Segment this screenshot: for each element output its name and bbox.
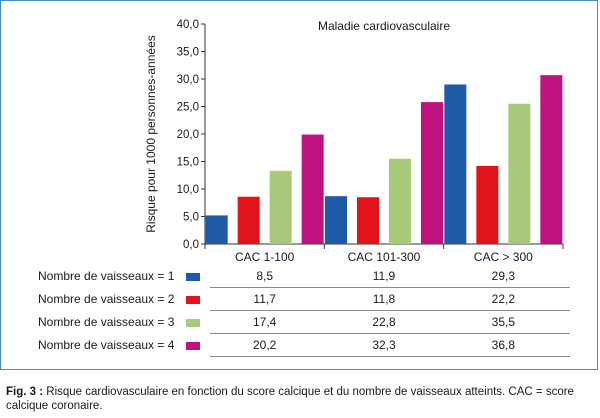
table-cell: 11,9 xyxy=(372,269,396,283)
table-cell: 32,3 xyxy=(372,338,396,352)
table-row-divider xyxy=(210,333,570,334)
x-tick-label: CAC 1-100 xyxy=(235,250,295,264)
table-cell: 17,4 xyxy=(252,315,277,329)
y-tick-label: 20,0 xyxy=(177,129,199,141)
y-tick-label: 15,0 xyxy=(177,157,199,169)
bar xyxy=(237,196,260,244)
table-row-divider xyxy=(210,310,570,311)
bar xyxy=(357,197,379,244)
caption-text: Risque cardiovasculaire en fonction du s… xyxy=(6,386,574,412)
bar xyxy=(476,165,499,244)
bar-chart: 0,0 5,0 10,0 15,0 20,0 25,0 30,0 35,0 40,0 CAC 1-… xyxy=(144,19,564,264)
table-row-divider xyxy=(210,356,570,357)
y-tick-label: 35,0 xyxy=(177,47,199,59)
table-row-label: Nombre de vaisseaux = 2 xyxy=(38,292,175,306)
chart-title: Maladie cardiovasculaire xyxy=(318,19,450,33)
bar xyxy=(389,158,411,244)
y-axis-label: Risque pour 1000 personnes-années xyxy=(144,35,158,232)
y-tick-label: 10,0 xyxy=(177,184,199,196)
table-cell: 22,2 xyxy=(491,292,515,306)
y-tick-label: 30,0 xyxy=(177,74,199,86)
table-cell: 36,8 xyxy=(491,338,515,352)
legend-swatch xyxy=(186,273,200,281)
y-tick-label: 5,0 xyxy=(183,212,199,224)
legend-swatch xyxy=(186,296,200,304)
caption-label: Fig. 3 : xyxy=(6,386,44,398)
y-tick-label: 25,0 xyxy=(177,102,199,114)
table-cell: 20,2 xyxy=(252,338,277,352)
y-tick-label: 40,0 xyxy=(177,19,199,31)
legend-swatch xyxy=(186,319,200,327)
table-cell: 35,5 xyxy=(491,315,515,329)
bar xyxy=(205,215,228,244)
bar xyxy=(540,75,563,245)
table-cell: 22,8 xyxy=(372,315,396,329)
table-cell: 29,3 xyxy=(491,269,515,283)
table-row-label: Nombre de vaisseaux = 4 xyxy=(38,338,175,352)
table-cell: 11,7 xyxy=(253,292,276,306)
table-row-label: Nombre de vaisseaux = 1 xyxy=(38,269,175,283)
y-tick-label: 0,0 xyxy=(183,239,199,251)
figure-frame xyxy=(0,0,598,370)
bar xyxy=(421,102,443,244)
x-tick-label: CAC 101-300 xyxy=(348,250,421,264)
bar xyxy=(269,170,292,244)
data-table: Nombre de vaisseaux = 1 8,5 11,9 29,3 Nombre… xyxy=(38,269,570,357)
table-row-divider xyxy=(210,287,570,288)
legend-swatch xyxy=(186,342,200,350)
bar xyxy=(508,103,531,244)
bar xyxy=(301,134,324,244)
table-cell: 8,5 xyxy=(256,269,273,283)
table-cell: 11,8 xyxy=(372,292,396,306)
figure-caption: Fig. 3 : Risque cardiovasculaire en fonc… xyxy=(6,385,596,413)
bar xyxy=(444,84,467,244)
x-tick-label: CAC > 300 xyxy=(474,250,533,264)
bar xyxy=(325,196,347,244)
table-row-label: Nombre de vaisseaux = 3 xyxy=(38,315,175,329)
